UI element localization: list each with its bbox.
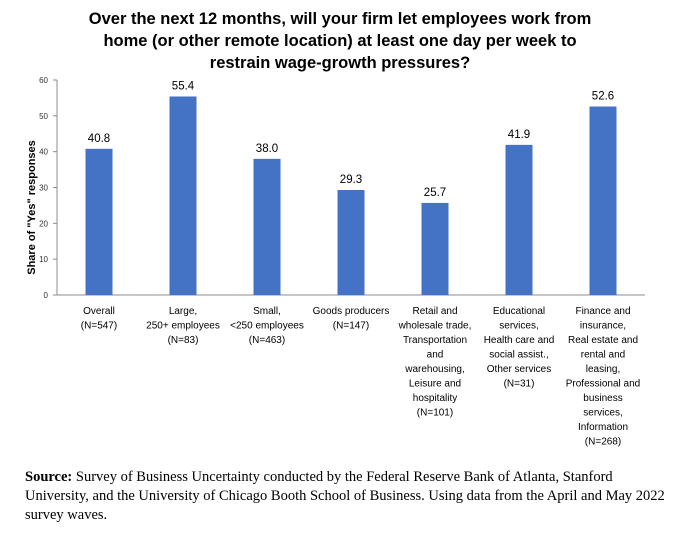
x-tick-label-line: wholesale trade, <box>398 321 472 332</box>
x-tick-label-line: Real estate and <box>568 335 638 346</box>
x-tick-label-line: hospitality <box>413 393 457 404</box>
data-label: 40.8 <box>88 133 110 145</box>
y-axis-label: Share of "Yes" responses <box>26 140 38 275</box>
x-tick-label-line: insurance, <box>580 321 626 332</box>
x-tick-label-line: (N=31) <box>504 379 535 390</box>
x-tick-label-line: rental and <box>581 350 625 361</box>
x-tick-label-line: Overall <box>83 306 115 317</box>
x-tick-label-line: (N=463) <box>249 335 285 346</box>
x-tick-label-line: (N=147) <box>333 321 369 332</box>
x-tick-label-line: social assist., <box>489 350 548 361</box>
x-tick-label-line: (N=83) <box>168 335 199 346</box>
chart-title-line: home (or other remote location) at least… <box>103 32 577 50</box>
x-tick-label-line: and <box>427 350 444 361</box>
y-tick-label: 20 <box>39 219 48 228</box>
y-tick-label: 40 <box>39 148 48 157</box>
chart-title-line: restrain wage-growth pressures? <box>209 54 471 72</box>
x-tick-label-line: Transportation <box>403 335 467 346</box>
x-tick-label-line: Small, <box>253 306 281 317</box>
bar <box>589 106 617 296</box>
chart-title-line: Over the next 12 months, will your firm … <box>88 10 592 28</box>
x-tick-label-line: (N=547) <box>81 321 117 332</box>
y-tick-label: 30 <box>39 184 48 193</box>
y-tick-label: 50 <box>39 112 48 121</box>
x-tick-label: Goods producers (N=147) <box>313 306 390 332</box>
x-tick-label-line: Retail and <box>412 306 457 317</box>
data-label: 38.0 <box>256 143 278 155</box>
data-label: 25.7 <box>424 187 446 199</box>
source-label: Source: <box>25 469 73 485</box>
bar <box>253 158 281 295</box>
bar <box>337 190 365 295</box>
x-tick-label-line: Educational <box>493 306 545 317</box>
x-tick-label-line: (N=268) <box>585 437 621 448</box>
x-tick-label: Large, 250+ employees (N=83) <box>146 306 220 346</box>
x-tick-label: Finance and insurance, Real estate and rent… <box>566 306 641 448</box>
bar <box>505 144 533 295</box>
x-tick-label-line: services, <box>499 321 538 332</box>
data-label: 55.4 <box>172 80 195 92</box>
bar <box>169 96 197 295</box>
x-tick-label-line: 250+ employees <box>146 321 220 332</box>
bar <box>421 202 449 295</box>
x-tick-label-line: Goods producers <box>313 306 390 317</box>
bar <box>85 148 113 295</box>
data-label: 52.6 <box>592 91 614 103</box>
x-tick-label-line: business <box>583 393 622 404</box>
source-text: Survey of Business Uncertainty conducted… <box>25 469 665 523</box>
y-tick-label: 60 <box>39 76 48 85</box>
x-tick-label-line: <250 employees <box>230 321 304 332</box>
x-tick-label-line: Information <box>578 422 628 433</box>
y-tick-label: 10 <box>39 255 48 264</box>
chart-title: Over the next 12 months, will your firm … <box>60 8 620 74</box>
x-tick-label-line: Leisure and <box>409 379 461 390</box>
x-tick-label-line: Professional and <box>566 379 641 390</box>
x-tick-label-line: services, <box>583 408 622 419</box>
y-tick-label: 0 <box>44 291 49 300</box>
x-tick-label-line: leasing, <box>586 364 620 375</box>
x-tick-label: Retail and wholesale trade, Transportation… <box>398 306 472 419</box>
x-tick-label-line: Health care and <box>484 335 555 346</box>
x-tick-label: Small, <250 employees (N=463) <box>230 306 304 346</box>
bar-chart: 0 10 20 30 40 50 60 Share of "Yes" responses 40… <box>26 76 645 448</box>
x-tick-label-line: Large, <box>169 306 197 317</box>
x-tick-label: Educational services, Health care and socia… <box>484 306 555 390</box>
source-note: Source: Survey of Business Uncertainty c… <box>25 468 665 525</box>
data-label: 29.3 <box>340 174 362 186</box>
x-tick-label-line: (N=101) <box>417 408 453 419</box>
data-label: 41.9 <box>508 129 530 141</box>
x-tick-label-line: warehousing, <box>404 364 464 375</box>
x-tick-label: Overall (N=547) <box>81 306 117 332</box>
x-tick-label-line: Finance and <box>575 306 630 317</box>
x-tick-label-line: Other services <box>487 364 551 375</box>
